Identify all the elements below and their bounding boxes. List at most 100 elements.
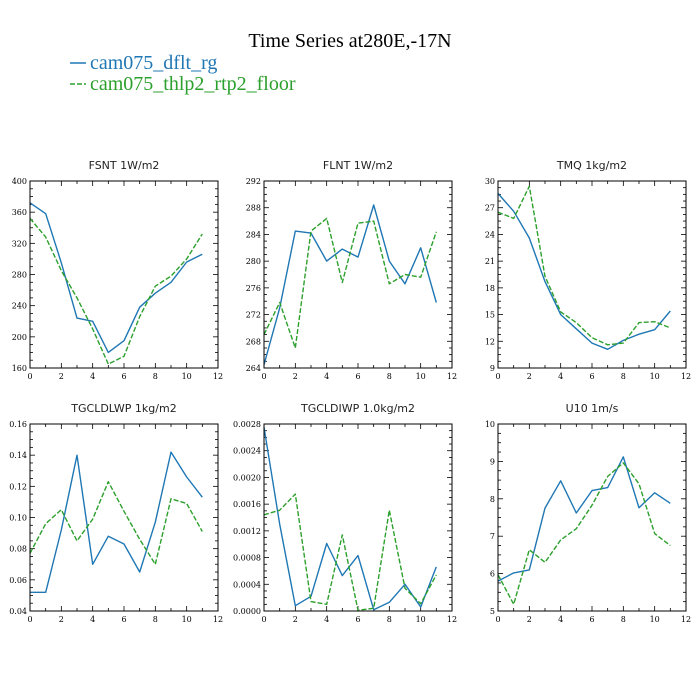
y-tick-label: 280 (246, 257, 261, 266)
x-tick-label: 6 (121, 615, 126, 624)
series-line-0 (30, 451, 203, 593)
axes-frame (497, 180, 687, 369)
y-tick-label: 0.08 (9, 545, 27, 554)
y-tick-label: 15 (485, 311, 495, 320)
y-tick-label: 7 (490, 532, 495, 541)
x-tick-label: 12 (213, 372, 223, 381)
series-line-1 (29, 217, 203, 365)
y-tick-label: 0.0028 (233, 420, 261, 429)
x-tick-label: 8 (387, 615, 392, 624)
axes-frame (263, 423, 453, 612)
y-tick-label: 6 (490, 570, 495, 579)
x-tick-label: 8 (153, 372, 158, 381)
y-tick-label: 27 (485, 204, 495, 213)
panel-title: FLNT 1W/m2 (323, 159, 393, 172)
x-tick-label: 12 (681, 372, 691, 381)
y-tick-label: 360 (12, 208, 27, 217)
x-tick-label: 6 (589, 615, 594, 624)
y-tick-label: 280 (12, 271, 27, 280)
y-tick-label: 21 (485, 257, 495, 266)
legend-label-0: cam075_dflt_rg (90, 52, 217, 74)
x-tick-label: 10 (650, 372, 660, 381)
y-tick-label: 12 (485, 337, 495, 346)
panel-4: TGCLDIWP 1.0kg/m2 0 2 4 6 8 10 12 0.0000 0.0004 0.… (233, 402, 457, 624)
panels: FSNT 1W/m20 2 4 6 8 10 12160200240280320360400… (9, 159, 691, 624)
y-tick-label: 30 (485, 177, 495, 186)
series-line-0 (263, 427, 437, 611)
series-line-1 (263, 493, 437, 611)
y-tick-label: 320 (12, 239, 27, 248)
x-tick-label: 10 (182, 372, 192, 381)
y-tick-label: 9 (490, 364, 495, 373)
axes-frame (29, 423, 219, 612)
y-tick-label: 24 (485, 230, 495, 239)
x-tick-label: 0 (27, 372, 32, 381)
axes-frame (29, 180, 219, 369)
panel-5: U10 1m/s 0 2 4 6 8 10 12 5 6 7 8 9 10 (485, 402, 691, 624)
x-tick-label: 2 (59, 372, 64, 381)
x-tick-label: 4 (90, 615, 95, 624)
x-tick-label: 2 (527, 615, 532, 624)
x-tick-label: 4 (90, 372, 95, 381)
y-tick-label: 0.14 (9, 451, 27, 460)
x-tick-label: 4 (558, 372, 563, 381)
y-tick-label: 200 (12, 333, 27, 342)
y-tick-label: 276 (246, 284, 261, 293)
x-tick-label: 0 (495, 615, 500, 624)
series-line-1 (263, 217, 437, 349)
panel-title: TGCLDLWP 1kg/m2 (70, 402, 176, 415)
series-line-0 (497, 456, 671, 582)
axes-frame (263, 180, 453, 369)
panel-title: FSNT 1W/m2 (89, 159, 160, 172)
legend-label-1: cam075_thlp2_rtp2_floor (90, 73, 296, 95)
y-tick-label: 160 (12, 364, 27, 373)
x-tick-label: 2 (527, 372, 532, 381)
x-tick-label: 10 (182, 615, 192, 624)
panel-3: TGCLDLWP 1kg/m2 0 2 4 6 8 10 12 0.04 0.06 0.08 0.10… (9, 402, 223, 624)
x-tick-label: 10 (416, 615, 426, 624)
x-tick-label: 8 (153, 615, 158, 624)
panel-title: TMQ 1kg/m2 (556, 159, 627, 172)
y-tick-label: 0.0012 (233, 527, 261, 536)
x-tick-label: 10 (650, 615, 660, 624)
y-tick-label: 268 (246, 337, 261, 346)
x-tick-label: 12 (681, 615, 691, 624)
y-tick-label: 288 (246, 204, 261, 213)
y-tick-label: 0.10 (9, 514, 27, 523)
x-tick-label: 6 (355, 372, 360, 381)
y-tick-label: 8 (490, 495, 495, 504)
panel-1: FLNT 1W/m2 0 2 4 6 8 10 12 264 268 272 276 280 284 288… (246, 159, 457, 381)
x-tick-label: 8 (621, 615, 626, 624)
y-tick-label: 18 (485, 284, 495, 293)
y-tick-label: 0.06 (9, 576, 27, 585)
panel-title: U10 1m/s (566, 402, 619, 415)
y-tick-label: 272 (246, 311, 261, 320)
panel-0: FSNT 1W/m2 0 2 4 6 8 10 12 160 200 240 280 320 360 400 (12, 159, 223, 381)
x-tick-label: 12 (447, 372, 457, 381)
y-tick-label: 0.0016 (233, 500, 261, 509)
x-tick-label: 8 (621, 372, 626, 381)
y-tick-label: 292 (246, 177, 261, 186)
x-tick-label: 2 (59, 615, 64, 624)
y-tick-label: 400 (12, 177, 27, 186)
axes-frame (497, 423, 687, 612)
y-tick-label: 5 (490, 607, 495, 616)
x-tick-label: 12 (213, 615, 223, 624)
panel-title: TGCLDIWP 1.0kg/m2 (300, 402, 415, 415)
y-tick-label: 284 (246, 230, 261, 239)
x-tick-label: 12 (447, 615, 457, 624)
x-tick-label: 6 (589, 372, 594, 381)
y-tick-label: 0.16 (9, 420, 27, 429)
x-tick-label: 8 (387, 372, 392, 381)
x-tick-label: 10 (416, 372, 426, 381)
x-tick-label: 4 (324, 372, 329, 381)
series-line-0 (29, 202, 203, 354)
series-line-1 (497, 462, 671, 605)
x-tick-label: 0 (261, 372, 266, 381)
x-tick-label: 0 (261, 615, 266, 624)
x-tick-label: 0 (27, 615, 32, 624)
y-tick-label: 0.0020 (233, 473, 261, 482)
x-tick-label: 6 (121, 372, 126, 381)
